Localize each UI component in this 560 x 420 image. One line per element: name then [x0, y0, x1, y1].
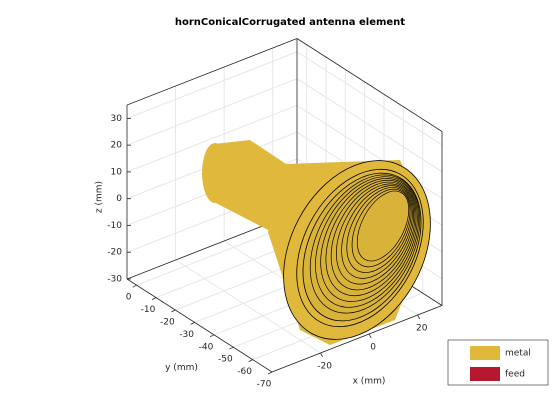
tick-mark: [417, 314, 421, 320]
tick-mark: [171, 309, 176, 313]
antenna-part: [315, 176, 419, 308]
antenna-part: [309, 174, 421, 314]
z-tick-label: 10: [111, 167, 123, 177]
legend-swatch: [470, 367, 500, 381]
tick-mark: [190, 322, 195, 325]
tick-mark: [151, 297, 157, 300]
tick-mark: [132, 284, 137, 288]
grid-line: [126, 78, 298, 146]
tick-mark: [320, 352, 323, 358]
antenna-part: [202, 143, 228, 203]
x-tick-label: 20: [416, 324, 428, 334]
antenna-part: [341, 185, 413, 279]
tick-mark: [229, 346, 234, 350]
axis-line: [271, 305, 443, 373]
y-tick-label: -60: [237, 367, 252, 377]
legend-label: metal: [505, 349, 531, 359]
axis-line: [126, 278, 273, 373]
tick-mark: [267, 371, 273, 375]
y-tick-label: -20: [160, 318, 175, 328]
antenna-part: [336, 183, 414, 285]
y-tick-label: -40: [199, 342, 214, 352]
antenna: [202, 140, 431, 345]
grid-line: [126, 104, 298, 173]
axes: -30 -20 -10 0 10 20 30 0 -10 -20 -30 -40 -50 -60 -70 -2…: [95, 38, 443, 390]
tick-mark: [209, 334, 215, 338]
y-tick-label: -10: [141, 305, 156, 315]
x-tick-label: 0: [370, 343, 376, 353]
legend: metal feed: [470, 346, 531, 381]
z-tick-label: -30: [107, 275, 122, 285]
y-tick-label: -30: [179, 330, 194, 340]
z-axis-label: z (mm): [95, 181, 105, 213]
z-tick-label: -20: [107, 248, 122, 258]
grid-line: [175, 259, 321, 354]
antenna-part: [320, 178, 418, 302]
legend-label: feed: [505, 370, 525, 380]
x-axis-label: x (mm): [353, 376, 386, 386]
tick-mark: [368, 333, 372, 339]
z-tick-label: 20: [111, 141, 123, 151]
grid-line: [296, 51, 443, 146]
antenna-part: [346, 187, 412, 273]
antenna-part: [330, 181, 416, 291]
y-tick-label: -50: [218, 355, 233, 365]
axis-line: [126, 38, 298, 106]
x-tick-label: -20: [317, 362, 332, 372]
axis-line: [296, 38, 443, 132]
antenna-part: [351, 188, 411, 268]
z-tick-label: 0: [116, 194, 122, 204]
y-tick-label: 0: [126, 293, 132, 303]
y-axis-label: y (mm): [165, 363, 198, 373]
grid-line: [126, 51, 298, 119]
legend-swatch: [470, 346, 500, 360]
antenna-part: [356, 190, 410, 262]
grid-line: [296, 78, 443, 173]
tick-mark: [248, 359, 253, 362]
antenna-part: [325, 179, 417, 297]
antenna-part: [214, 140, 292, 232]
z-tick-label: 30: [111, 114, 123, 124]
y-tick-label: -70: [257, 380, 272, 390]
chart-title: hornConicalCorrugated antenna element: [175, 17, 405, 28]
z-tick-label: -10: [107, 221, 122, 231]
